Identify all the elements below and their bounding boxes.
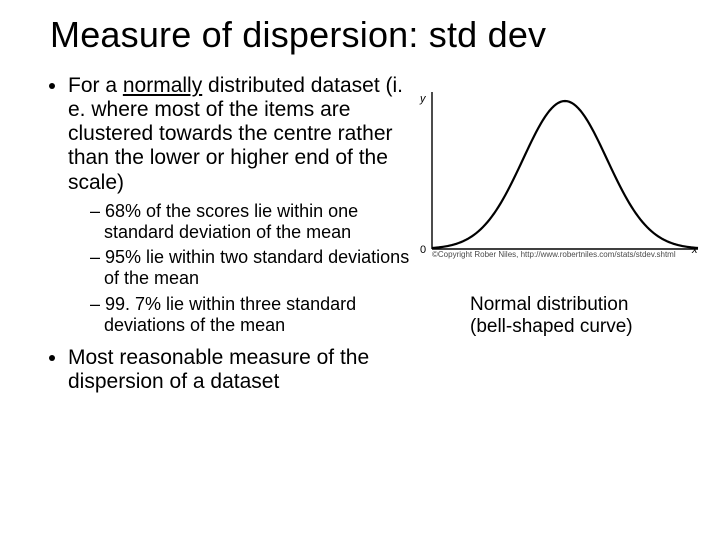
chart-copyright: ©Copyright Rober Niles, http://www.rober… [432,250,676,259]
sub-bullet-1: 68% of the scores lie within one standar… [90,201,410,243]
bell-curve-chart: y 0 x [410,84,710,269]
chart-caption-line2: (bell-shaped curve) [470,316,633,337]
bell-curve-svg: y 0 x [410,84,700,264]
sub-bullet-3: 99. 7% lie within three standard deviati… [90,294,410,336]
chart-caption: Normal distribution (bell-shaped curve) [470,294,633,339]
bullet-1-underlined: normally [123,74,202,97]
svg-text:y: y [419,93,427,105]
bullet-1: For a normally distributed dataset (i. e… [68,74,410,336]
chart-caption-line1: Normal distribution [470,294,628,315]
page-title: Measure of dispersion: std dev [50,14,690,56]
sub-bullet-2: 95% lie within two standard deviations o… [90,247,410,289]
text-column: For a normally distributed dataset (i. e… [50,74,410,402]
bullet-2: Most reasonable measure of the dispersio… [68,346,410,394]
svg-text:0: 0 [420,244,426,256]
svg-text:x: x [691,244,698,256]
bullet-1-prefix: For a [68,74,123,97]
